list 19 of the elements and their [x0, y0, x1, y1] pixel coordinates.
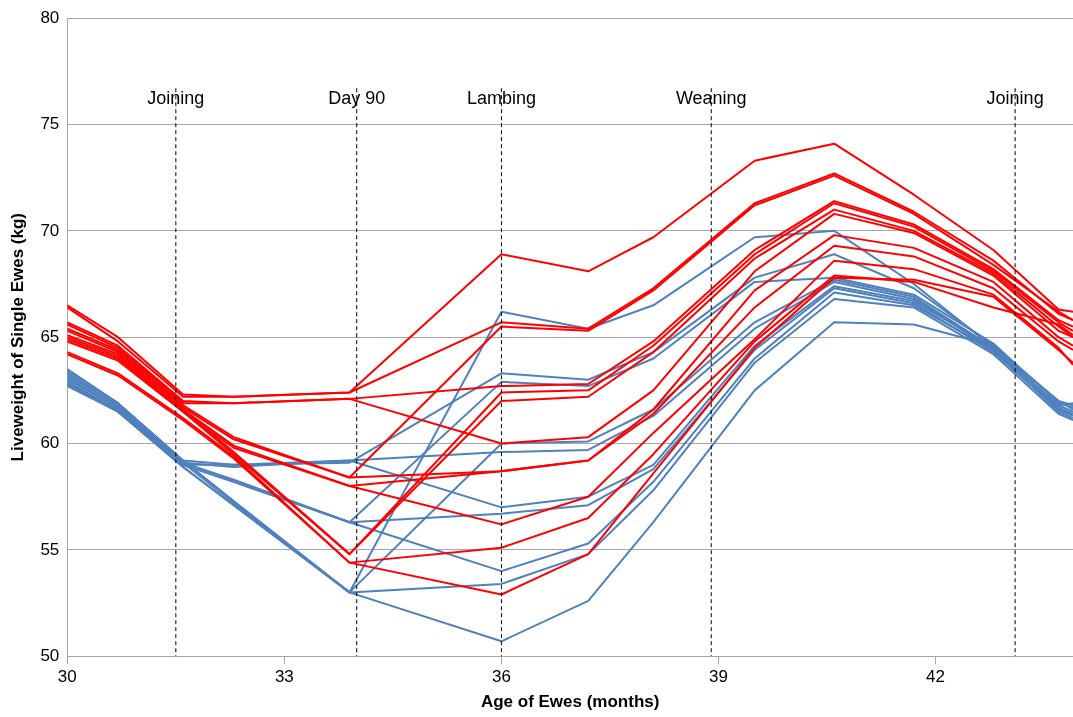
- ref-line-label: Lambing: [466, 88, 536, 109]
- x-axis-title: Age of Ewes (months): [480, 692, 660, 712]
- y-tick-label: 50: [40, 645, 60, 665]
- x-tick-label: 33: [274, 667, 294, 687]
- ref-line-label: Day 90: [328, 88, 386, 109]
- ref-line-label: Weaning: [675, 88, 747, 109]
- ref-line-label: Joining: [147, 88, 205, 109]
- x-tick-label: 30: [57, 667, 77, 687]
- y-tick-label: 60: [40, 433, 60, 453]
- y-tick-label: 75: [40, 114, 60, 134]
- y-tick-label: 80: [40, 7, 60, 27]
- y-axis-title: Liveweight of Single Ewes (kg): [7, 212, 27, 462]
- x-tick-label: 36: [491, 667, 511, 687]
- y-tick-label: 55: [40, 539, 60, 559]
- x-tick-label: 39: [709, 667, 728, 687]
- x-tick-label: 42: [926, 667, 945, 687]
- y-tick-label: 65: [40, 326, 60, 346]
- y-tick-label: 70: [40, 220, 60, 240]
- ref-line-label: Joining: [986, 88, 1044, 109]
